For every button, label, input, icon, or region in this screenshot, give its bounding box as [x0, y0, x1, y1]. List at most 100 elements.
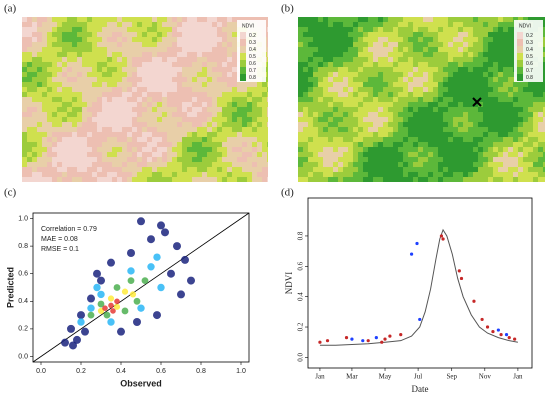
map-pixel: [303, 157, 308, 162]
map-pixel: [488, 167, 493, 172]
map-pixel: [137, 57, 142, 62]
map-pixel: [192, 27, 197, 32]
panel-label: (c): [4, 187, 17, 199]
map-pixel: [267, 97, 268, 102]
map-pixel: [87, 127, 92, 132]
map-pixel: [433, 52, 438, 57]
map-pixel: [363, 152, 368, 157]
map-pixel: [423, 22, 428, 27]
observation: [505, 333, 508, 336]
map-pixel: [313, 57, 318, 62]
map-pixel: [232, 102, 237, 107]
map-pixel: [137, 42, 142, 47]
map-pixel: [97, 147, 102, 152]
map-pixel: [22, 57, 27, 62]
map-pixel: [102, 37, 107, 42]
map-pixel: [323, 47, 328, 52]
map-pixel: [72, 177, 77, 182]
map-pixel: [433, 157, 438, 162]
map-pixel: [368, 57, 373, 62]
map-pixel: [232, 147, 237, 152]
map-pixel: [227, 52, 232, 57]
map-pixel: [338, 27, 343, 32]
map-pixel: [182, 157, 187, 162]
map-pixel: [222, 152, 227, 157]
map-pixel: [468, 52, 473, 57]
map-pixel: [443, 82, 448, 87]
map-pixel: [187, 142, 192, 147]
map-pixel: [202, 22, 207, 27]
map-pixel: [227, 42, 232, 47]
map-pixel: [538, 117, 543, 122]
map-pixel: [468, 102, 473, 107]
map-pixel: [343, 147, 348, 152]
map-pixel: [378, 62, 383, 67]
map-pixel: [543, 97, 545, 102]
map-pixel: [222, 162, 227, 167]
map-pixel: [42, 52, 47, 57]
map-pixel: [328, 52, 333, 57]
map-pixel: [167, 97, 172, 102]
map-pixel: [543, 22, 545, 27]
map-pixel: [27, 52, 32, 57]
map-pixel: [42, 57, 47, 62]
map-pixel: [267, 92, 268, 97]
map-pixel: [398, 97, 403, 102]
map-pixel: [333, 37, 338, 42]
map-pixel: [393, 122, 398, 127]
map-pixel: [418, 22, 423, 27]
map-pixel: [252, 117, 257, 122]
map-pixel: [498, 47, 503, 52]
map-pixel: [257, 157, 262, 162]
map-pixel: [47, 102, 52, 107]
map-pixel: [162, 87, 167, 92]
map-pixel: [132, 137, 137, 142]
map-pixel: [237, 167, 242, 172]
map-pixel: [242, 132, 247, 137]
map-pixel: [338, 132, 343, 137]
map-pixel: [368, 77, 373, 82]
map-pixel: [393, 167, 398, 172]
map-pixel: [483, 137, 488, 142]
map-pixel: [528, 147, 533, 152]
map-pixel: [87, 52, 92, 57]
map-pixel: [343, 172, 348, 177]
legend-label: 0.7: [249, 68, 256, 74]
map-pixel: [37, 62, 42, 67]
map-pixel: [473, 92, 478, 97]
map-pixel: [358, 97, 363, 102]
map-pixel: [52, 92, 57, 97]
map-pixel: [77, 142, 82, 147]
map-pixel: [32, 137, 37, 142]
map-pixel: [212, 42, 217, 47]
map-pixel: [192, 137, 197, 142]
map-pixel: [152, 42, 157, 47]
legend-label: 0.3: [249, 40, 256, 46]
map-pixel: [67, 67, 72, 72]
map-pixel: [418, 172, 423, 177]
map-pixel: [383, 172, 388, 177]
map-pixel: [232, 62, 237, 67]
map-pixel: [393, 62, 398, 67]
map-pixel: [202, 67, 207, 72]
map-pixel: [162, 112, 167, 117]
map-pixel: [438, 117, 443, 122]
map-pixel: [127, 177, 132, 182]
map-pixel: [62, 137, 67, 142]
map-pixel: [87, 172, 92, 177]
map-pixel: [433, 92, 438, 97]
map-pixel: [177, 137, 182, 142]
map-b: NDVI0.20.30.40.50.60.70.8: [298, 17, 545, 182]
map-pixel: [227, 167, 232, 172]
map-pixel: [398, 62, 403, 67]
map-pixel: [493, 32, 498, 37]
map-pixel: [303, 87, 308, 92]
map-pixel: [162, 77, 167, 82]
map-pixel: [433, 167, 438, 172]
map-pixel: [237, 127, 242, 132]
map-pixel: [117, 152, 122, 157]
map-pixel: [102, 102, 107, 107]
map-pixel: [533, 172, 538, 177]
map-pixel: [398, 132, 403, 137]
map-pixel: [67, 172, 72, 177]
